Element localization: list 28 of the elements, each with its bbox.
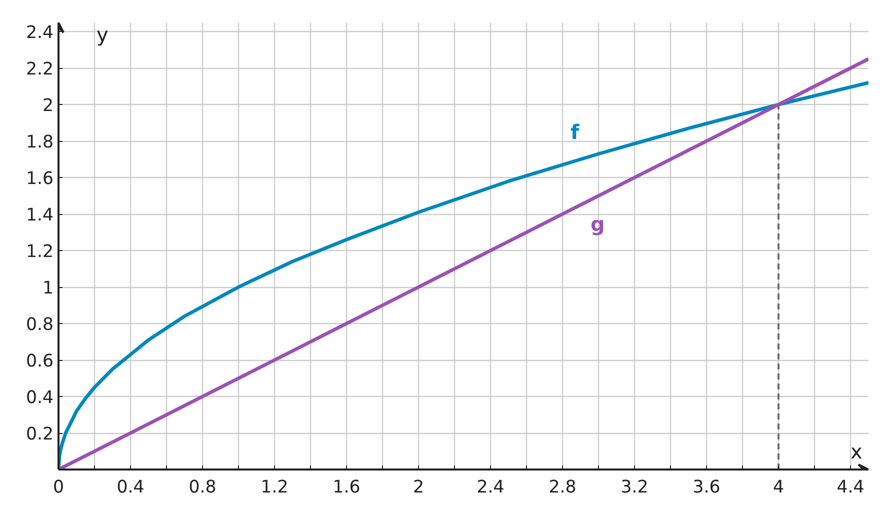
y-tick-label: 1.4 <box>26 206 54 226</box>
x-tick-label: 0.4 <box>116 478 144 498</box>
x-tick-label: 1.2 <box>260 478 288 498</box>
y-tick-label: 0.6 <box>26 352 54 372</box>
y-tick-label: 1.6 <box>26 169 54 190</box>
x-tick-label: 3.6 <box>692 478 720 498</box>
x-tick-label: 0 <box>52 478 64 498</box>
y-tick-label: 1.8 <box>26 132 54 153</box>
y-tick-label: 1 <box>42 278 54 299</box>
y-tick-label: 0.8 <box>26 315 54 336</box>
y-tick-label: 0.2 <box>26 424 54 445</box>
x-tick-label: 2.8 <box>548 478 576 498</box>
series-label: g <box>590 212 605 236</box>
y-tick-label: 0.4 <box>26 388 54 408</box>
x-tick-label: 3.2 <box>620 478 648 498</box>
y-tick-label: 2 <box>42 96 54 116</box>
y-tick-label: 1.2 <box>26 242 54 262</box>
y-tick-label: 2.4 <box>26 23 54 44</box>
x-tick-label: 0.8 <box>188 478 216 498</box>
x-tick-label: 2.4 <box>476 478 504 498</box>
x-axis-title: x <box>850 440 862 464</box>
x-tick-label: 4 <box>772 478 784 498</box>
x-tick-label: 2 <box>412 478 424 498</box>
y-tick-label: 2.2 <box>26 60 54 80</box>
series-label: f <box>570 120 580 144</box>
y-axis-title: y <box>96 22 108 46</box>
x-tick-label: 1.6 <box>332 478 360 498</box>
x-tick-label: 4.4 <box>836 478 864 498</box>
